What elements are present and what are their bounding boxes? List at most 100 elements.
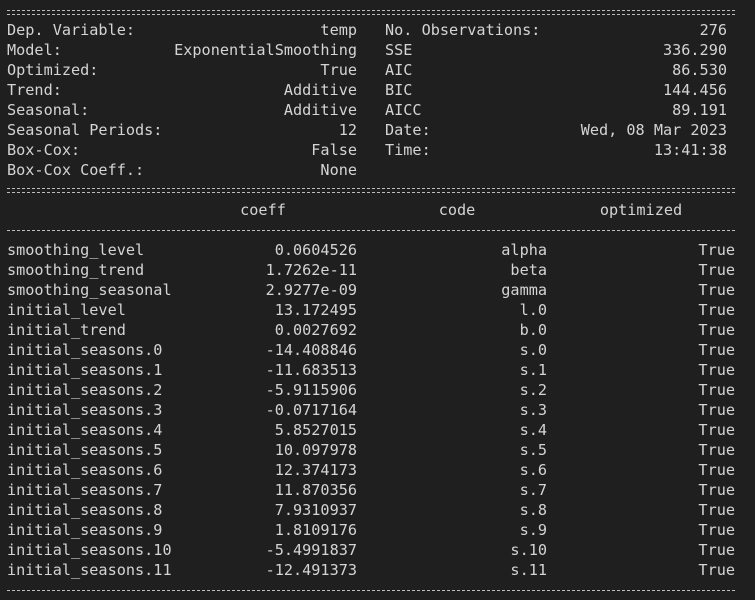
optimized: True [698,401,735,419]
optimized: True [698,381,735,399]
summary-value: 12 [338,121,357,139]
optimized: True [698,461,735,479]
code: s.11 [510,561,547,579]
param-name: initial_seasons.4 [7,421,163,439]
coeff: 10.097978 [274,441,357,459]
summary-value: 13:41:38 [653,141,727,159]
code: s.3 [519,401,547,419]
param-name: initial_seasons.9 [7,521,163,539]
code: s.8 [519,501,547,519]
summary-value: Additive [283,81,357,99]
coeff: -5.4991837 [265,541,357,559]
param-name: initial_seasons.10 [7,541,172,559]
optimized: True [698,341,735,359]
coeff: -12.491373 [265,561,357,579]
code: beta [510,261,547,279]
summary-label: Seasonal Periods: [7,121,163,139]
optimized: True [698,541,735,559]
coeff: -0.0717164 [265,401,357,419]
coeff: 1.8109176 [274,521,357,539]
param-name: smoothing_level [7,241,145,259]
optimized: True [698,561,735,579]
code: s.1 [519,361,547,379]
summary-value: 89.191 [672,101,727,119]
param-name: smoothing_seasonal [7,281,172,299]
summary-value: None [320,161,357,179]
param-name: initial_seasons.2 [7,381,163,399]
param-name: initial_seasons.5 [7,441,163,459]
optimized: True [698,281,735,299]
summary-value: temp [320,21,357,39]
summary-value: 86.530 [672,61,727,79]
optimized: True [698,261,735,279]
param-name: initial_seasons.1 [7,361,163,379]
optimized: True [698,421,735,439]
summary-value: 336.290 [662,41,727,59]
param-name: initial_seasons.6 [7,461,163,479]
summary-label: Optimized: [7,61,99,79]
coeff: 7.9310937 [274,501,357,519]
code: l.0 [519,301,547,319]
optimized: True [698,241,735,259]
param-name: initial_seasons.3 [7,401,163,419]
separator [7,10,735,15]
code: alpha [501,241,547,259]
summary-value: True [320,61,357,79]
summary-value: 144.456 [662,81,727,99]
summary-label: No. Observations: [385,21,541,39]
code: s.5 [519,441,547,459]
summary-label: SSE [385,41,413,59]
summary-value: Additive [283,101,357,119]
param-name: smoothing_trend [7,261,145,279]
summary-label: Seasonal: [7,101,90,119]
param-name: initial_seasons.7 [7,481,163,499]
param-name: initial_level [7,301,126,319]
summary-value: 276 [699,21,727,39]
separator [7,230,735,232]
code: s.7 [519,481,547,499]
code: gamma [501,281,547,299]
coeff: -5.9115906 [265,381,357,399]
summary-label: Box-Cox: [7,141,81,159]
summary-value: ExponentialSmoothing [174,41,357,59]
optimized: True [698,501,735,519]
optimized: True [698,521,735,539]
code: s.2 [519,381,547,399]
coeff: 11.870356 [274,481,357,499]
summary-label: Date: [385,121,431,139]
coeff: 1.7262e-11 [265,261,357,279]
optimized: True [698,481,735,499]
code: s.4 [519,421,547,439]
column-header: optimized [599,201,683,219]
coeff: 2.9277e-09 [265,281,357,299]
coeff: 13.172495 [274,301,357,319]
summary-label: Trend: [7,81,62,99]
summary-label: AICC [385,101,422,119]
coeff: -11.683513 [265,361,357,379]
summary-value: False [311,141,357,159]
column-header: coeff [240,201,286,219]
coeff: 5.8527015 [274,421,357,439]
column-header: code [438,201,476,219]
code: s.10 [510,541,547,559]
separator [7,590,735,592]
coeff: 0.0604526 [274,241,357,259]
separator [7,188,735,193]
optimized: True [698,301,735,319]
summary-label: Box-Cox Coeff.: [7,161,145,179]
summary-label: Model: [7,41,62,59]
code: b.0 [519,321,547,339]
optimized: True [698,321,735,339]
coeff: -14.408846 [265,341,357,359]
code: s.6 [519,461,547,479]
optimized: True [698,441,735,459]
coeff: 0.0027692 [274,321,357,339]
param-name: initial_seasons.11 [7,561,172,579]
summary-label: BIC [385,81,413,99]
summary-label: Time: [385,141,431,159]
summary-value: Wed, 08 Mar 2023 [580,121,727,139]
param-name: initial_trend [7,321,126,339]
param-name: initial_seasons.8 [7,501,163,519]
code: s.9 [519,521,547,539]
summary-label: AIC [385,61,413,79]
